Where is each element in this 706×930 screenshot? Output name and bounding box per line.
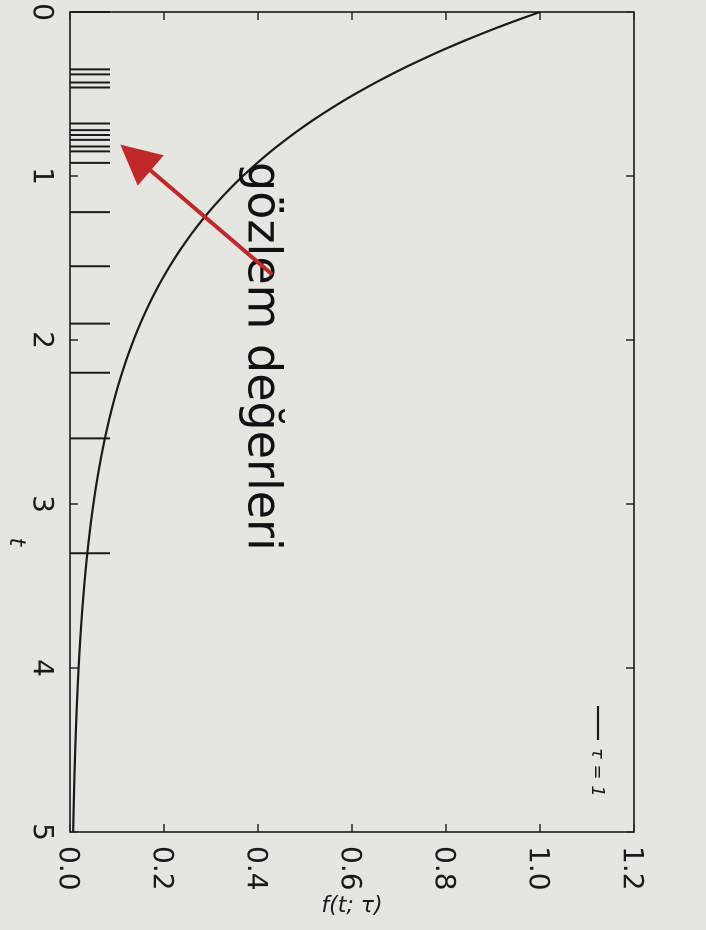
y-tick-label: 0.4	[241, 846, 274, 891]
y-tick-label: 0.8	[429, 846, 462, 891]
y-tick-label: 1.2	[617, 846, 650, 891]
x-tick-label: 3	[27, 495, 60, 513]
plot-group: 0 1 2 3 4 5 0.0 0.2 0.4 0.6 0.8 1.0 1.2 t f(t; τ) τ = 1…	[4, 3, 650, 918]
annotation-arrow	[120, 144, 274, 276]
y-tick-label: 0.2	[147, 846, 180, 891]
y-tick-label: 1.0	[523, 846, 556, 891]
legend-label: τ = 1	[587, 748, 608, 797]
x-axis-label: t	[4, 538, 29, 548]
y-tick-label: 0.6	[335, 846, 368, 891]
x-tick-label: 5	[27, 823, 60, 841]
x-tick-label: 0	[27, 3, 60, 21]
series-line	[72, 10, 541, 833]
y-axis-label: f(t; τ)	[321, 893, 382, 918]
x-tick-label: 1	[27, 167, 60, 185]
annotation-text: gözlem değerleri	[238, 162, 292, 551]
y-tick-label: 0.0	[53, 846, 86, 891]
x-tick-label: 2	[27, 331, 60, 349]
x-tick-label: 4	[27, 659, 60, 677]
